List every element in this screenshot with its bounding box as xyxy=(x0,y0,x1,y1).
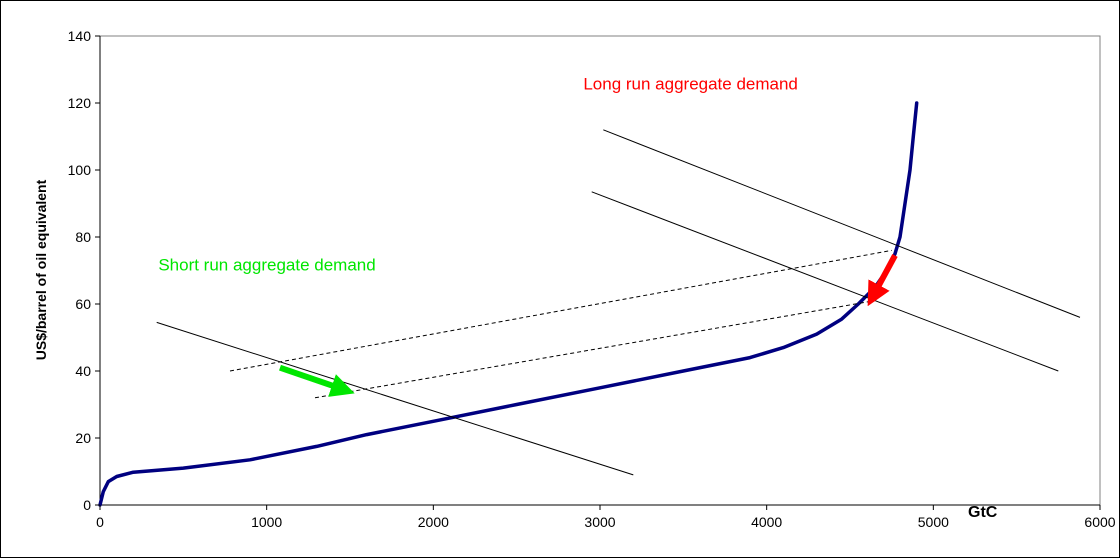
series-line-3 xyxy=(591,191,1059,372)
series-line-5 xyxy=(229,249,892,372)
x-tick-label: 1000 xyxy=(251,514,282,530)
y-tick-label: 100 xyxy=(68,162,92,178)
y-tick-label: 80 xyxy=(75,229,91,245)
annotation-arrow-2 xyxy=(867,254,898,307)
y-axis-title: US$/barrel of oil equivalent xyxy=(33,179,49,360)
x-tick-label: 6000 xyxy=(1084,514,1115,530)
x-tick-label: 2000 xyxy=(418,514,449,530)
series-line-4 xyxy=(603,129,1081,318)
x-tick-label: 3000 xyxy=(584,514,615,530)
annotation-label-1: Long run aggregate demand xyxy=(583,75,798,94)
y-tick-label: 60 xyxy=(75,296,91,312)
x-axis-ticks: 0 1000 2000 3000 4000 5000 6000 xyxy=(96,505,1116,530)
annotation-arrow-1 xyxy=(279,364,355,397)
y-tick-label: 0 xyxy=(83,497,91,513)
annotations: Long run aggregate demand Short run aggre… xyxy=(158,75,898,397)
series-line-2 xyxy=(156,321,634,476)
series-line-6 xyxy=(314,300,876,399)
x-tick-label: 5000 xyxy=(918,514,949,530)
plot-area xyxy=(98,35,1101,507)
x-axis-title: GtC xyxy=(968,504,998,521)
y-tick-label: 140 xyxy=(68,28,92,44)
annotation-label-2: Short run aggregate demand xyxy=(158,256,375,275)
x-tick-label: 4000 xyxy=(751,514,782,530)
series-line-1 xyxy=(98,101,919,507)
y-tick-label: 40 xyxy=(75,363,91,379)
x-tick-label: 0 xyxy=(96,514,104,530)
y-tick-label: 20 xyxy=(75,430,91,446)
y-tick-label: 120 xyxy=(68,95,92,111)
y-axis-ticks: 0 20 40 60 80 100 120 140 xyxy=(68,28,100,513)
plot-background xyxy=(99,35,1101,506)
